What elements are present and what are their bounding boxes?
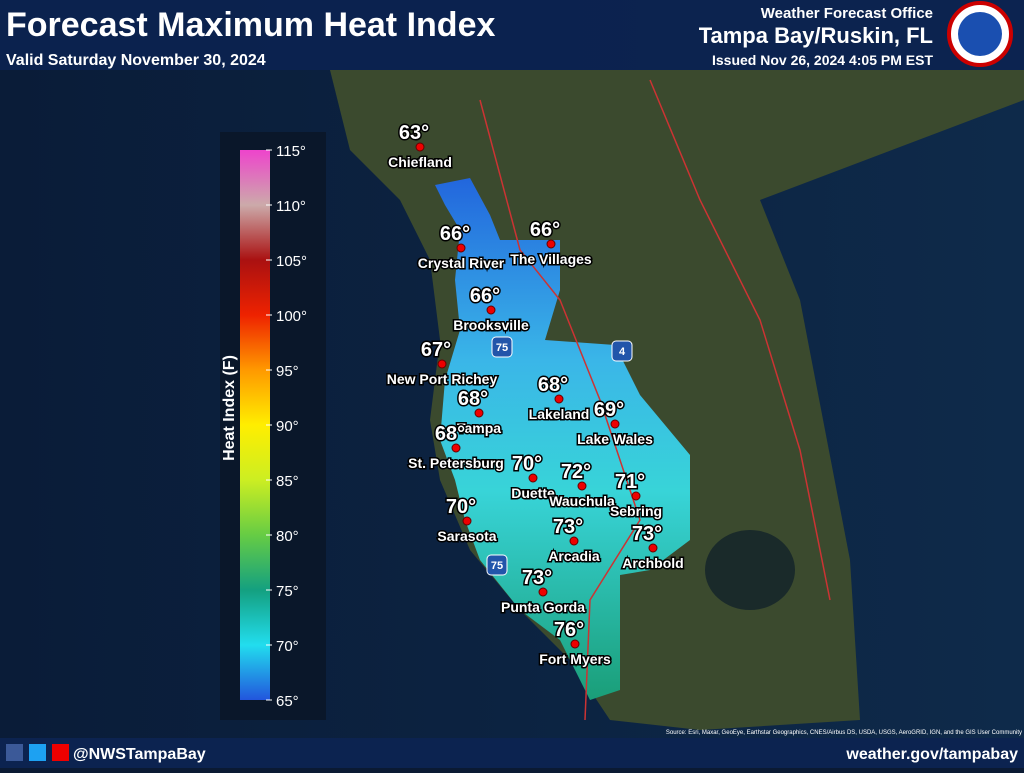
city-dot	[538, 587, 548, 597]
city-name: Wauchula	[549, 493, 615, 509]
legend-tick-label: 65°	[276, 693, 299, 710]
city-name: Crystal River	[418, 255, 505, 271]
header-bar	[0, 0, 1024, 70]
legend-tick-label: 90°	[276, 418, 299, 435]
city-value: 67°	[421, 339, 451, 361]
location: Tampa Bay/Ruskin, FL	[699, 23, 933, 48]
city-dot	[577, 481, 587, 491]
website[interactable]: weather.gov/tampabay	[845, 746, 1018, 763]
city-dot	[546, 239, 556, 249]
legend-tick-label: 80°	[276, 528, 299, 545]
highway-shield	[611, 340, 633, 362]
highway-number: 75	[496, 342, 508, 354]
city-dot	[631, 491, 641, 501]
city-name: St. Petersburg	[408, 455, 504, 471]
city-name: Sebring	[610, 503, 662, 519]
legend-tick-label: 75°	[276, 583, 299, 600]
legend-colorbar	[240, 150, 270, 700]
city-value: 73°	[522, 567, 552, 589]
city-dot	[415, 142, 425, 152]
lake-okeechobee	[705, 530, 795, 610]
city-dot	[610, 419, 620, 429]
twitter-icon[interactable]	[29, 744, 46, 761]
legend-box	[220, 132, 326, 720]
city-name: The Villages	[510, 251, 592, 267]
city-name: Sarasota	[437, 528, 496, 544]
city-dot	[554, 394, 564, 404]
city-name: Duette	[511, 485, 555, 501]
legend-tick-label: 85°	[276, 473, 299, 490]
city-value: 70°	[512, 453, 542, 475]
city-name: Punta Gorda	[501, 599, 585, 615]
city-value: 72°	[561, 461, 591, 483]
highway-number: 4	[619, 346, 626, 358]
city-dot	[570, 639, 580, 649]
handle[interactable]: @NWSTampaBay	[73, 746, 206, 763]
facebook-icon[interactable]	[6, 744, 23, 761]
office: Weather Forecast Office	[761, 5, 933, 22]
city-value: 69°	[594, 399, 624, 421]
city-dot	[528, 473, 538, 483]
title: Forecast Maximum Heat Index	[6, 6, 495, 44]
city-value: 71°	[615, 471, 645, 493]
city-name: Fort Myers	[539, 651, 611, 667]
legend-tick-label: 115°	[276, 143, 306, 160]
city-value: 66°	[440, 223, 470, 245]
city-name: Lake Wales	[577, 431, 653, 447]
city-value: 68°	[435, 423, 465, 445]
legend-title: Heat Index (F)	[221, 355, 238, 461]
city-value: 66°	[470, 285, 500, 307]
city-value: 70°	[446, 496, 476, 518]
city-dot	[648, 543, 658, 553]
issued: Issued Nov 26, 2024 4:05 PM EST	[712, 52, 933, 68]
highways	[479, 79, 831, 721]
legend-tick-label: 110°	[276, 198, 306, 215]
city-value: 73°	[632, 523, 662, 545]
city-name: Lakeland	[529, 406, 590, 422]
city-dot	[486, 305, 496, 315]
nws-logo-inner	[958, 12, 1002, 56]
highway-shield	[491, 336, 513, 358]
city-dot	[456, 243, 466, 253]
city-name: Archbold	[622, 555, 683, 571]
city-name: Tampa	[457, 420, 501, 436]
city-name: Chiefland	[388, 154, 452, 170]
legend-tick-label: 70°	[276, 638, 299, 655]
source-credit: Source: Esri, Maxar, GeoEye, Earthstar G…	[666, 730, 1022, 736]
city-value: 76°	[554, 619, 584, 641]
city-dot	[474, 408, 484, 418]
city-name: Arcadia	[548, 548, 600, 564]
highway-shield	[486, 554, 508, 576]
legend-tick-label: 95°	[276, 363, 299, 380]
city-value: 66°	[530, 219, 560, 241]
highway-number: 75	[491, 560, 503, 572]
youtube-icon[interactable]	[52, 744, 69, 761]
city-dot	[569, 536, 579, 546]
city-name: Brooksville	[453, 317, 529, 333]
city-dot	[437, 359, 447, 369]
city-dot	[462, 516, 472, 526]
legend-tick-label: 100°	[276, 308, 307, 325]
city-value: 73°	[553, 516, 583, 538]
city-value: 68°	[458, 388, 488, 410]
city-value: 68°	[538, 374, 568, 396]
legend-tick-label: 105°	[276, 253, 307, 270]
city-dot	[451, 443, 461, 453]
footer-bar	[0, 738, 1024, 768]
subtitle: Valid Saturday November 30, 2024	[6, 52, 266, 69]
city-value: 63°	[399, 122, 429, 144]
city-name: New Port Richey	[387, 371, 498, 387]
